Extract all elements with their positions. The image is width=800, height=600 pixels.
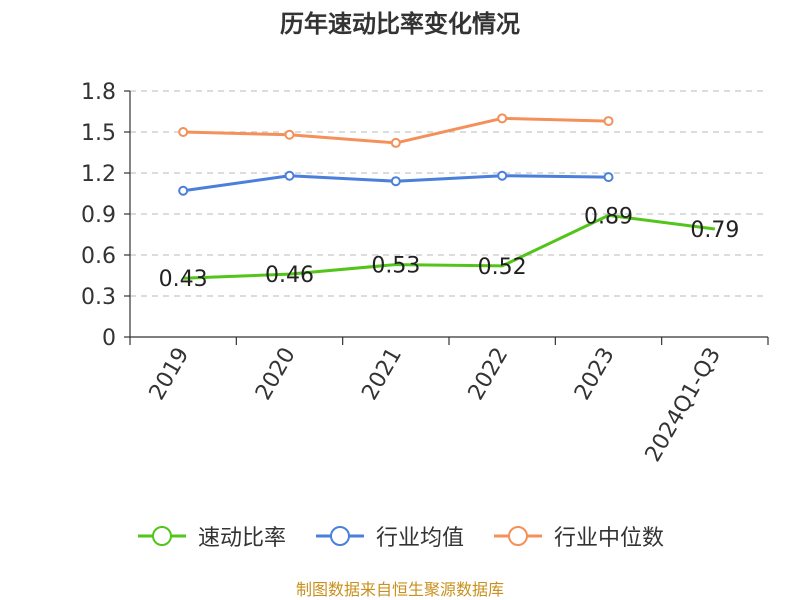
series-point bbox=[178, 127, 189, 137]
y-tick-label: 1.8 bbox=[81, 80, 116, 105]
series-point bbox=[178, 185, 189, 196]
data-label: 0.46 bbox=[265, 263, 314, 288]
x-tick-label: 2021 bbox=[357, 344, 407, 405]
legend-marker-icon bbox=[494, 526, 542, 546]
series-point bbox=[603, 172, 614, 183]
x-tick-label: 2020 bbox=[251, 344, 301, 405]
legend: 速动比率 行业均值 行业中位数 bbox=[0, 520, 800, 552]
series-point bbox=[284, 129, 295, 140]
legend-label: 行业中位数 bbox=[554, 526, 665, 551]
series-point bbox=[390, 137, 401, 148]
legend-item[interactable]: 速动比率 bbox=[136, 520, 286, 552]
legend-item[interactable]: 行业均值 bbox=[314, 520, 464, 552]
series-point bbox=[497, 113, 508, 124]
legend-label: 行业均值 bbox=[375, 526, 464, 551]
data-label: 0.79 bbox=[690, 218, 739, 243]
x-tick-label: 2023 bbox=[570, 344, 620, 405]
series-point bbox=[497, 170, 508, 181]
chart-title: 历年速动比率变化情况 bbox=[280, 10, 520, 38]
y-tick-label: 0 bbox=[102, 326, 116, 351]
y-tick-label: 0.9 bbox=[81, 203, 116, 228]
y-tick-label: 0.3 bbox=[81, 285, 116, 310]
source-note: 制图数据来自恒生聚源数据库 bbox=[295, 580, 504, 599]
x-tick-label: 2019 bbox=[145, 344, 195, 405]
legend-item[interactable]: 行业中位数 bbox=[492, 520, 664, 552]
x-tick-label: 2022 bbox=[464, 343, 514, 404]
series-point bbox=[284, 170, 295, 181]
data-label: 0.52 bbox=[478, 255, 527, 280]
y-tick-label: 0.6 bbox=[81, 244, 116, 269]
y-tick-label: 1.5 bbox=[81, 121, 116, 146]
data-label: 0.89 bbox=[584, 204, 633, 229]
legend-marker-icon bbox=[315, 526, 364, 546]
x-tick-label: 2024Q1-Q3 bbox=[641, 344, 726, 467]
y-tick-label: 1.2 bbox=[81, 162, 116, 187]
series-line bbox=[183, 213, 716, 280]
legend-marker-icon bbox=[137, 526, 186, 546]
legend-label: 速动比率 bbox=[197, 526, 286, 551]
data-label: 0.53 bbox=[371, 254, 420, 279]
series-point bbox=[390, 176, 401, 187]
data-label: 0.43 bbox=[159, 267, 208, 292]
series-point bbox=[603, 116, 614, 127]
